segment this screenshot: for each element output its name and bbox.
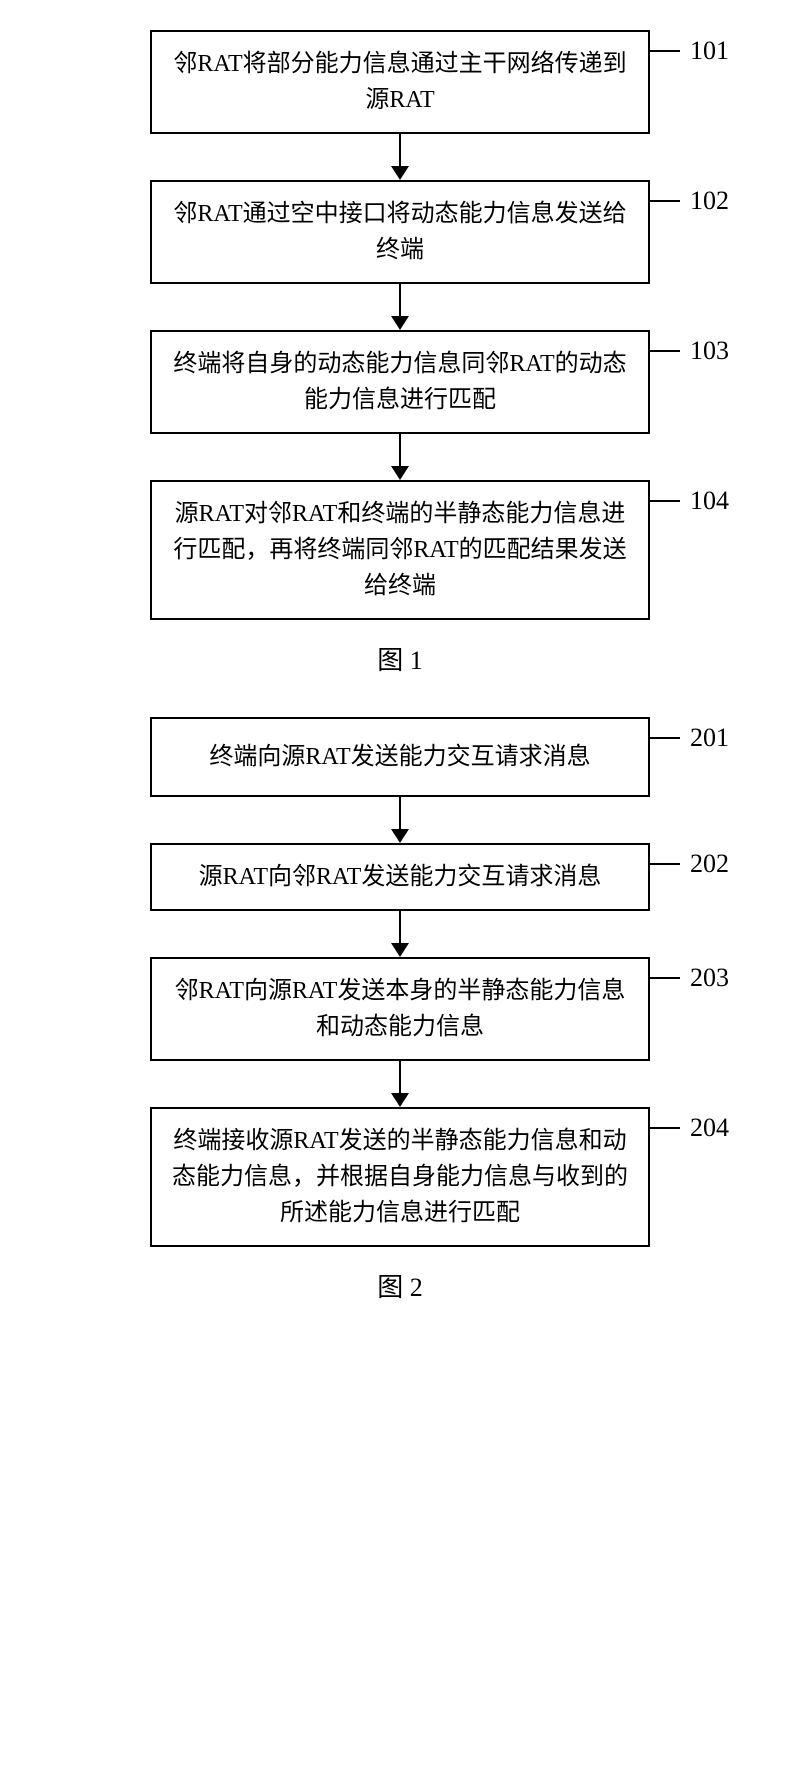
arrow-head bbox=[391, 943, 409, 957]
flowchart-figure-1: 邻RAT将部分能力信息通过主干网络传递到源RAT 101 邻RAT通过空中接口将… bbox=[20, 30, 780, 677]
connector-line bbox=[650, 977, 680, 979]
arrow-down bbox=[391, 911, 409, 957]
arrow-down bbox=[391, 1061, 409, 1107]
arrow-line bbox=[399, 284, 401, 316]
arrow-down bbox=[391, 434, 409, 480]
step-202-label: 202 bbox=[690, 849, 729, 879]
step-101-wrapper: 邻RAT将部分能力信息通过主干网络传递到源RAT 101 bbox=[20, 30, 780, 134]
step-203-box: 邻RAT向源RAT发送本身的半静态能力信息和动态能力信息 bbox=[150, 957, 650, 1061]
step-202-box: 源RAT向邻RAT发送能力交互请求消息 bbox=[150, 843, 650, 911]
step-204-wrapper: 终端接收源RAT发送的半静态能力信息和动态能力信息，并根据自身能力信息与收到的所… bbox=[20, 1107, 780, 1247]
step-201-label: 201 bbox=[690, 723, 729, 753]
step-104-text: 源RAT对邻RAT和终端的半静态能力信息进行匹配，再将终端同邻RAT的匹配结果发… bbox=[173, 501, 626, 599]
step-102-box: 邻RAT通过空中接口将动态能力信息发送给终端 bbox=[150, 180, 650, 284]
arrow-line bbox=[399, 1061, 401, 1093]
connector-line bbox=[650, 737, 680, 739]
arrow-line bbox=[399, 911, 401, 943]
step-103-label: 103 bbox=[690, 336, 729, 366]
arrow-head bbox=[391, 466, 409, 480]
step-201-label-connector: 201 bbox=[650, 723, 729, 753]
step-104-label: 104 bbox=[690, 486, 729, 516]
step-102-text: 邻RAT通过空中接口将动态能力信息发送给终端 bbox=[173, 201, 626, 263]
step-201-wrapper: 终端向源RAT发送能力交互请求消息 201 bbox=[20, 717, 780, 797]
step-104-wrapper: 源RAT对邻RAT和终端的半静态能力信息进行匹配，再将终端同邻RAT的匹配结果发… bbox=[20, 480, 780, 620]
step-202-label-connector: 202 bbox=[650, 849, 729, 879]
flowchart-figure-2: 终端向源RAT发送能力交互请求消息 201 源RAT向邻RAT发送能力交互请求消… bbox=[20, 717, 780, 1304]
step-201-text: 终端向源RAT发送能力交互请求消息 bbox=[209, 744, 590, 770]
step-101-box: 邻RAT将部分能力信息通过主干网络传递到源RAT bbox=[150, 30, 650, 134]
figure-2-caption: 图 2 bbox=[377, 1267, 423, 1304]
step-204-label: 204 bbox=[690, 1113, 729, 1143]
step-202-text: 源RAT向邻RAT发送能力交互请求消息 bbox=[199, 864, 602, 890]
step-104-label-connector: 104 bbox=[650, 486, 729, 516]
arrow-line bbox=[399, 134, 401, 166]
connector-line bbox=[650, 1127, 680, 1129]
step-203-wrapper: 邻RAT向源RAT发送本身的半静态能力信息和动态能力信息 203 bbox=[20, 957, 780, 1061]
arrow-line bbox=[399, 797, 401, 829]
connector-line bbox=[650, 200, 680, 202]
step-203-label: 203 bbox=[690, 963, 729, 993]
step-201-box: 终端向源RAT发送能力交互请求消息 bbox=[150, 717, 650, 797]
arrow-down bbox=[391, 284, 409, 330]
arrow-down bbox=[391, 134, 409, 180]
step-103-box: 终端将自身的动态能力信息同邻RAT的动态能力信息进行匹配 bbox=[150, 330, 650, 434]
step-101-label-connector: 101 bbox=[650, 36, 729, 66]
figure-1-caption: 图 1 bbox=[377, 640, 423, 677]
connector-line bbox=[650, 350, 680, 352]
step-103-label-connector: 103 bbox=[650, 336, 729, 366]
step-101-label: 101 bbox=[690, 36, 729, 66]
arrow-head bbox=[391, 166, 409, 180]
arrow-head bbox=[391, 1093, 409, 1107]
step-102-wrapper: 邻RAT通过空中接口将动态能力信息发送给终端 102 bbox=[20, 180, 780, 284]
connector-line bbox=[650, 50, 680, 52]
step-104-box: 源RAT对邻RAT和终端的半静态能力信息进行匹配，再将终端同邻RAT的匹配结果发… bbox=[150, 480, 650, 620]
connector-line bbox=[650, 500, 680, 502]
step-203-text: 邻RAT向源RAT发送本身的半静态能力信息和动态能力信息 bbox=[175, 978, 626, 1040]
step-102-label-connector: 102 bbox=[650, 186, 729, 216]
step-103-text: 终端将自身的动态能力信息同邻RAT的动态能力信息进行匹配 bbox=[173, 351, 626, 413]
step-204-label-connector: 204 bbox=[650, 1113, 729, 1143]
step-203-label-connector: 203 bbox=[650, 963, 729, 993]
step-102-label: 102 bbox=[690, 186, 729, 216]
step-202-wrapper: 源RAT向邻RAT发送能力交互请求消息 202 bbox=[20, 843, 780, 911]
step-204-text: 终端接收源RAT发送的半静态能力信息和动态能力信息，并根据自身能力信息与收到的所… bbox=[172, 1128, 628, 1226]
arrow-head bbox=[391, 829, 409, 843]
connector-line bbox=[650, 863, 680, 865]
arrow-down bbox=[391, 797, 409, 843]
step-101-text: 邻RAT将部分能力信息通过主干网络传递到源RAT bbox=[173, 51, 626, 113]
step-204-box: 终端接收源RAT发送的半静态能力信息和动态能力信息，并根据自身能力信息与收到的所… bbox=[150, 1107, 650, 1247]
arrow-line bbox=[399, 434, 401, 466]
arrow-head bbox=[391, 316, 409, 330]
step-103-wrapper: 终端将自身的动态能力信息同邻RAT的动态能力信息进行匹配 103 bbox=[20, 330, 780, 434]
